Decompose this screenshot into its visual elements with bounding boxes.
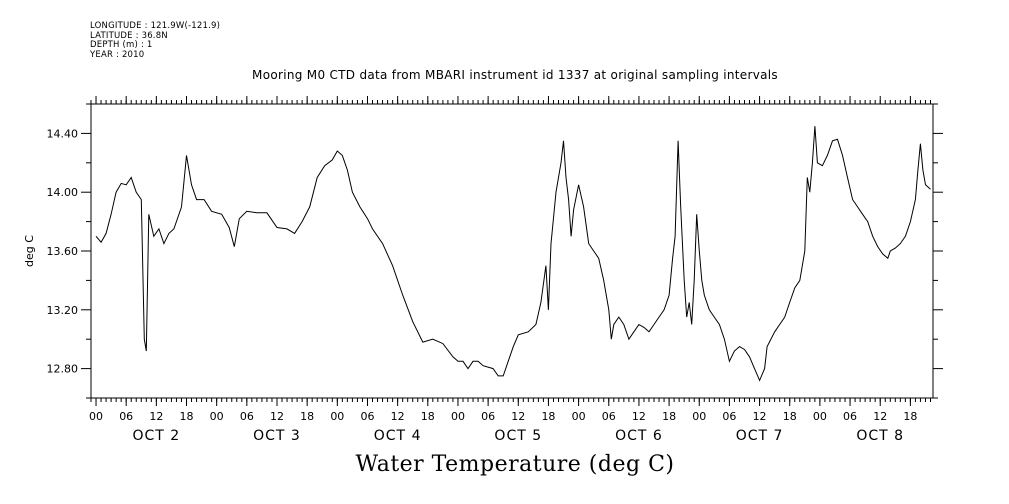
x-hour-label: 00 — [572, 410, 586, 423]
meta-longitude: LONGITUDE : 121.9W(-121.9) — [90, 21, 221, 31]
x-hour-label: 18 — [541, 410, 555, 423]
x-hour-label: 18 — [421, 410, 435, 423]
x-hour-label: 06 — [722, 410, 736, 423]
x-day-label: OCT 5 — [494, 428, 542, 444]
x-hour-label: 06 — [602, 410, 616, 423]
y-tick-label: 12.80 — [47, 363, 79, 376]
x-day-label: OCT 7 — [736, 428, 784, 444]
y-tick-label: 14.00 — [47, 186, 79, 199]
x-axis-label: Water Temperature (deg C) — [355, 452, 675, 477]
x-hour-label: 06 — [360, 410, 374, 423]
x-day-label: OCT 4 — [374, 428, 422, 444]
meta-latitude: LATITUDE : 36.8N — [90, 30, 168, 41]
y-tick-label: 13.60 — [47, 245, 79, 258]
x-hour-label: 12 — [511, 410, 525, 423]
series-line — [95, 126, 931, 382]
x-hour-label: 00 — [813, 410, 827, 423]
x-hour-label: 18 — [783, 410, 797, 423]
x-hour-label: 18 — [662, 410, 676, 423]
x-hour-label: 00 — [451, 410, 465, 423]
x-hour-label: 18 — [903, 410, 917, 423]
meta-year: YEAR : 2010 — [90, 49, 145, 60]
y-tick-label: 14.40 — [47, 127, 79, 140]
y-tick-label: 13.20 — [47, 304, 79, 317]
plot-frame — [90, 103, 934, 399]
x-hour-label: 12 — [270, 410, 284, 423]
x-hour-label: 18 — [300, 410, 314, 423]
y-ticks — [81, 103, 943, 399]
x-day-label: OCT 6 — [615, 428, 663, 444]
x-hour-label: 06 — [481, 410, 495, 423]
x-major-ticks — [95, 96, 911, 406]
x-hour-label: 12 — [149, 410, 163, 423]
x-hour-label: 18 — [180, 410, 194, 423]
dataset-metadata: LONGITUDE : 121.9W(-121.9) LATITUDE : 36… — [90, 21, 221, 60]
x-hour-label: 06 — [119, 410, 133, 423]
meta-depth: DEPTH (m) : 1 — [90, 40, 153, 51]
x-hour-label: 12 — [873, 410, 887, 423]
x-day-label: OCT 3 — [253, 428, 301, 444]
chart-title: Mooring M0 CTD data from MBARI instrumen… — [252, 68, 778, 82]
day-labels: OCT 2 OCT 3 OCT 4 OCT 5 OCT 6 OCT 7 OCT 8 — [132, 428, 904, 444]
y-axis-label: deg C — [23, 235, 36, 267]
x-hour-label: 12 — [391, 410, 405, 423]
x-day-label: OCT 2 — [132, 428, 180, 444]
x-hour-label: 00 — [692, 410, 706, 423]
x-hour-label: 00 — [210, 410, 224, 423]
x-hour-label: 12 — [632, 410, 646, 423]
x-hour-label: 06 — [240, 410, 254, 423]
hour-tick-labels: 00 06 12 18 00 06 12 18 00 06 12 18 00 06 12 18 00 06 12 18… — [89, 410, 917, 423]
y-tick-labels: 12.80 13.20 13.60 14.00 14.40 — [47, 127, 79, 375]
x-hour-label: 00 — [330, 410, 344, 423]
x-hour-label: 06 — [843, 410, 857, 423]
x-hour-label: 00 — [89, 410, 103, 423]
x-day-label: OCT 8 — [856, 428, 904, 444]
x-hour-label: 12 — [753, 410, 767, 423]
